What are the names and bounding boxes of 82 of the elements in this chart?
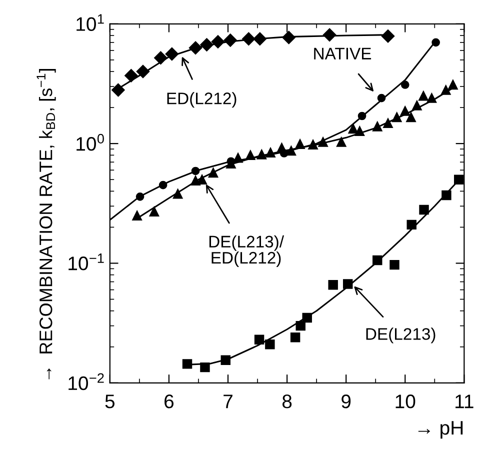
point bbox=[246, 150, 256, 160]
point bbox=[354, 126, 365, 136]
point bbox=[254, 334, 264, 344]
point bbox=[132, 210, 142, 220]
point bbox=[318, 137, 328, 147]
point bbox=[454, 174, 464, 184]
point bbox=[392, 112, 402, 122]
point bbox=[190, 176, 200, 186]
x-tick-label: 7 bbox=[224, 394, 232, 408]
point bbox=[136, 64, 150, 78]
point bbox=[296, 320, 306, 331]
point bbox=[220, 355, 230, 365]
point bbox=[390, 260, 400, 270]
point bbox=[418, 91, 428, 101]
point bbox=[282, 30, 296, 44]
point bbox=[322, 28, 336, 42]
point bbox=[290, 332, 300, 342]
point bbox=[266, 148, 276, 158]
point bbox=[136, 192, 144, 201]
point bbox=[242, 32, 256, 46]
point bbox=[400, 106, 410, 116]
point bbox=[412, 100, 422, 110]
point bbox=[158, 180, 168, 190]
point bbox=[208, 168, 218, 178]
point bbox=[442, 190, 452, 200]
point bbox=[377, 94, 386, 102]
x-tick-label: 8 bbox=[282, 394, 292, 408]
point bbox=[197, 174, 207, 184]
y-tick-label: 10$^{−2}$ bbox=[68, 373, 104, 390]
annotation: ED(L212) bbox=[167, 92, 236, 108]
point bbox=[406, 112, 416, 122]
point bbox=[372, 255, 382, 266]
point bbox=[172, 188, 183, 199]
point bbox=[328, 280, 338, 290]
point bbox=[308, 140, 318, 150]
point bbox=[286, 146, 296, 156]
point bbox=[233, 152, 243, 163]
point bbox=[400, 80, 410, 89]
point bbox=[448, 80, 458, 90]
x-tick-label: 9 bbox=[342, 394, 351, 408]
point bbox=[188, 41, 202, 55]
point bbox=[348, 124, 358, 134]
point bbox=[342, 279, 353, 289]
point bbox=[253, 32, 266, 46]
point bbox=[383, 118, 393, 128]
point bbox=[336, 137, 346, 147]
point bbox=[295, 139, 305, 149]
annotation: NATIVE bbox=[314, 48, 372, 60]
y-tick-label: 10$^{1}$ bbox=[76, 14, 104, 31]
x-tick-label: 6 bbox=[164, 394, 174, 408]
point bbox=[154, 51, 168, 64]
point bbox=[419, 204, 429, 215]
point bbox=[381, 30, 395, 43]
x-tick-label: 11 bbox=[456, 394, 474, 408]
point bbox=[165, 47, 178, 61]
x-tick-label: 5 bbox=[105, 394, 115, 408]
annotation: DE(L213)/ ED(L212) bbox=[209, 235, 284, 267]
x-axis-title: → pH bbox=[418, 421, 463, 439]
point bbox=[182, 359, 192, 369]
point bbox=[280, 149, 288, 158]
y-tick-label: 10$^{0}$ bbox=[76, 134, 104, 151]
point bbox=[200, 362, 210, 372]
annotation: DE(L213) bbox=[366, 328, 436, 344]
point bbox=[149, 206, 160, 216]
point bbox=[200, 38, 214, 52]
point bbox=[256, 150, 267, 160]
point bbox=[211, 35, 225, 48]
y-tick-label: 10$^{−1}$ bbox=[68, 254, 104, 270]
point bbox=[124, 68, 138, 82]
point bbox=[358, 112, 366, 120]
point bbox=[265, 339, 275, 350]
point bbox=[406, 220, 416, 230]
y-axis-title: → RECOMBINATION RATE, k$_{BD}$, [s$^{−1}$] bbox=[36, 69, 56, 380]
point bbox=[112, 83, 125, 97]
point bbox=[191, 166, 200, 176]
point bbox=[440, 85, 451, 95]
point bbox=[432, 38, 440, 47]
point bbox=[426, 93, 437, 103]
point bbox=[224, 34, 237, 47]
x-tick-label: 10 bbox=[396, 394, 416, 408]
point bbox=[302, 312, 312, 323]
point bbox=[372, 122, 382, 132]
